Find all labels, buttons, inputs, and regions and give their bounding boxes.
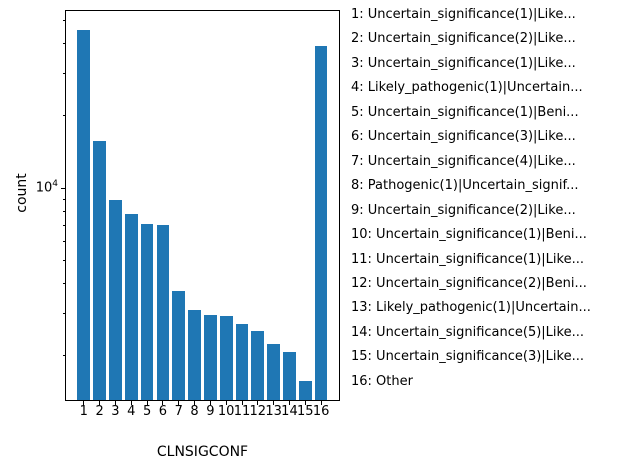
legend-item-9: 9: Uncertain_significance(2)|Like...	[351, 202, 576, 218]
x-tick-label-8: 8	[190, 404, 199, 419]
x-tick-16	[320, 401, 322, 405]
y-tick-label-base: 10	[35, 180, 53, 196]
x-tick-6	[162, 401, 164, 405]
x-tick-14	[288, 401, 290, 405]
bar-5	[140, 223, 154, 400]
legend-item-7: 7: Uncertain_significance(4)|Like...	[351, 153, 576, 169]
bar-11	[235, 323, 249, 400]
y-tick-minor-5000	[62, 259, 65, 261]
bar-13	[267, 344, 280, 400]
bar-6	[156, 225, 170, 400]
x-tick-13	[273, 401, 275, 405]
bar-7	[172, 291, 186, 400]
x-tick-label-9: 9	[206, 404, 215, 419]
bar-3	[109, 200, 122, 400]
x-tick-9	[209, 401, 211, 405]
x-tick-label-10: 10	[217, 404, 235, 419]
y-tick-label-10e4: 104	[26, 179, 58, 195]
bar-15	[298, 381, 312, 400]
x-tick-label-16: 16	[312, 404, 330, 419]
legend-item-14: 14: Uncertain_significance(5)|Like...	[351, 324, 584, 340]
y-tick-label-exponent: 4	[52, 179, 58, 189]
y-tick-minor-4000	[62, 283, 65, 284]
x-tick-label-6: 6	[158, 404, 168, 419]
bar-4	[124, 213, 138, 400]
legend-item-12: 12: Uncertain_significance(2)|Beni...	[351, 275, 587, 291]
legend-item-10: 10: Uncertain_significance(1)|Beni...	[351, 227, 587, 243]
legend-item-16: 16: Other	[351, 373, 413, 389]
x-tick-label-13: 13	[265, 404, 282, 419]
x-tick-label-11: 11	[233, 404, 251, 419]
x-tick-label-5: 5	[142, 404, 152, 419]
x-tick-4	[130, 401, 132, 405]
x-tick-10	[225, 401, 227, 405]
x-tick-11	[241, 401, 243, 405]
x-axis-label: CLNSIGCONF	[156, 444, 249, 460]
x-tick-label-2: 2	[95, 404, 104, 419]
bar-2	[93, 140, 106, 400]
x-tick-7	[178, 401, 180, 405]
y-tick-minor-9000	[62, 198, 65, 200]
bar-8	[188, 309, 201, 400]
x-tick-15	[304, 401, 306, 405]
x-tick-1	[83, 401, 85, 405]
legend-item-6: 6: Uncertain_significance(3)|Like...	[351, 129, 576, 145]
bar-1	[77, 29, 91, 400]
legend: 1: Uncertain_significance(1)|Like... 2: U…	[351, 3, 591, 394]
y-tick-minor-2000	[62, 355, 65, 357]
x-tick-label-14: 14	[281, 404, 298, 419]
legend-item-5: 5: Uncertain_significance(1)|Beni...	[351, 104, 579, 120]
y-tick-major-10e4	[61, 187, 65, 189]
y-tick-minor-6000	[62, 240, 65, 242]
x-tick-12	[257, 401, 259, 405]
bar-10	[219, 316, 233, 400]
legend-item-2: 2: Uncertain_significance(2)|Like...	[351, 31, 576, 47]
legend-item-8: 8: Pathogenic(1)|Uncertain_signif...	[351, 178, 579, 194]
x-tick-label-1: 1	[79, 404, 88, 419]
legend-item-4: 4: Likely_pathogenic(1)|Uncertain...	[351, 80, 583, 96]
y-tick-minor-30000	[62, 73, 65, 74]
x-tick-label-7: 7	[174, 404, 183, 419]
x-tick-8	[194, 401, 196, 405]
x-tick-5	[146, 401, 148, 405]
y-tick-minor-20000	[62, 115, 65, 117]
y-tick-minor-3000	[62, 313, 65, 314]
legend-item-11: 11: Uncertain_significance(1)|Like...	[351, 251, 584, 267]
x-tick-label-15: 15	[296, 404, 314, 419]
x-tick-2	[99, 401, 101, 405]
legend-item-1: 1: Uncertain_significance(1)|Like...	[351, 7, 576, 22]
plot-area	[65, 10, 340, 401]
legend-item-15: 15: Uncertain_significance(3)|Like...	[351, 349, 584, 365]
legend-item-13: 13: Likely_pathogenic(1)|Uncertain...	[351, 300, 591, 316]
y-tick-minor-8000	[62, 210, 65, 212]
x-tick-label-4: 4	[127, 404, 136, 419]
x-tick-label-3: 3	[111, 404, 120, 419]
x-tick-3	[114, 401, 116, 405]
bar-12	[251, 331, 265, 400]
legend-item-3: 3: Uncertain_significance(1)|Like...	[351, 55, 576, 71]
y-tick-minor-40000	[62, 43, 65, 44]
y-tick-minor-7000	[62, 224, 65, 226]
x-tick-label-12: 12	[249, 404, 267, 419]
y-tick-minor-50000	[62, 19, 65, 21]
bar-9	[204, 315, 217, 400]
bar-14	[283, 351, 296, 400]
bar-16	[314, 45, 328, 400]
